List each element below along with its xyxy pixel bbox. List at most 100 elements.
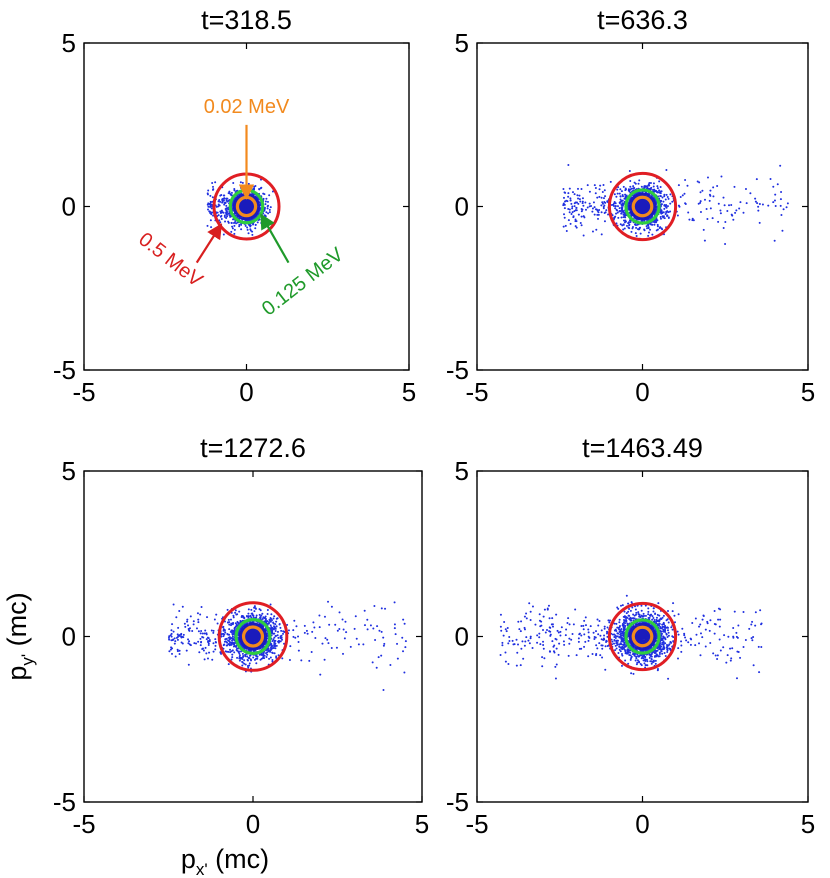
scatter-point (623, 212, 626, 215)
scatter-point (744, 638, 747, 641)
scatter-point (701, 189, 704, 192)
scatter-point (742, 211, 745, 214)
scatter-point (236, 613, 239, 616)
scatter-point (273, 641, 276, 644)
scatter-point (562, 204, 565, 207)
scatter-point (266, 613, 269, 616)
scatter-point (656, 190, 659, 193)
scatter-point (584, 640, 587, 643)
scatter-point (208, 210, 211, 213)
scatter-point (653, 188, 656, 191)
scatter-point (231, 623, 234, 626)
scatter-point (570, 213, 573, 215)
scatter-point (567, 219, 570, 222)
scatter-point (628, 169, 631, 172)
scatter-point (227, 618, 230, 621)
scatter-point (232, 614, 235, 617)
scatter-point (210, 207, 213, 210)
scatter-point (267, 204, 270, 207)
scatter-point (580, 210, 583, 213)
scatter-point (659, 217, 662, 220)
scatter-point (614, 207, 617, 210)
scatter-point (292, 635, 295, 638)
scatter-point (372, 627, 375, 630)
scatter-point (215, 641, 217, 644)
scatter-point (562, 188, 565, 191)
scatter-point (228, 190, 231, 193)
scatter-point (624, 216, 627, 219)
scatter-point (566, 621, 569, 624)
plot-area (499, 594, 763, 680)
x-tick-label: -5 (72, 809, 95, 839)
scatter-point (595, 228, 598, 231)
scatter-point (219, 194, 222, 197)
scatter-point (211, 196, 214, 199)
scatter-point (632, 672, 635, 675)
scatter-point (542, 640, 545, 643)
scatter-point (197, 640, 200, 643)
scatter-point (200, 630, 203, 633)
scatter-point (694, 617, 697, 620)
scatter-point (728, 204, 731, 207)
scatter-point (248, 664, 251, 667)
scatter-point (564, 224, 567, 227)
scatter-point (380, 630, 383, 633)
scatter-point (615, 212, 618, 215)
scatter-point (215, 205, 218, 208)
scatter-point (215, 613, 218, 616)
scatter-point (188, 629, 191, 632)
scatter-point (596, 196, 599, 199)
scatter-point (619, 210, 622, 213)
scatter-point (757, 205, 760, 208)
scatter-point (227, 192, 230, 195)
scatter-point (665, 169, 668, 171)
scatter-point (231, 225, 234, 228)
scatter-point (613, 217, 616, 220)
scatter-point (173, 637, 176, 640)
scatter-point (206, 616, 209, 619)
scatter-point (754, 200, 757, 203)
scatter-point (663, 195, 666, 198)
scatter-point (637, 228, 640, 231)
scatter-point (724, 242, 727, 245)
scatter-point (704, 645, 707, 648)
scatter-point (647, 234, 650, 237)
scatter-point (265, 652, 268, 655)
scatter-point (643, 229, 646, 232)
scatter-point (191, 629, 194, 632)
scatter-point (624, 193, 627, 196)
scatter-point (167, 636, 170, 639)
scatter-point (541, 656, 544, 659)
scatter-point (272, 647, 275, 650)
scatter-point (246, 615, 249, 618)
scatter-point (711, 217, 714, 220)
scatter-point (602, 183, 605, 186)
scatter-point (253, 187, 256, 190)
scatter-point (780, 190, 783, 193)
scatter-point (269, 206, 272, 209)
scatter-point (230, 194, 233, 197)
scatter-point (281, 638, 284, 641)
scatter-point (207, 644, 210, 646)
scatter-point (754, 197, 757, 200)
scatter-point (567, 195, 570, 198)
scatter-point (306, 632, 309, 635)
scatter-point (597, 624, 600, 627)
scatter-point (206, 657, 209, 660)
scatter-point (622, 223, 625, 226)
scatter-point (240, 228, 243, 231)
scatter-point (230, 622, 233, 625)
scatter-point (597, 213, 600, 216)
scatter-point (615, 195, 618, 198)
scatter-point (209, 219, 212, 222)
scatter-point (651, 618, 654, 621)
scatter-point (231, 639, 234, 642)
scatter-point (219, 651, 222, 654)
scatter-point (272, 622, 275, 625)
scatter-point (396, 657, 399, 660)
scatter-point (659, 186, 662, 189)
scatter-point (210, 226, 213, 229)
scatter-point (232, 616, 235, 619)
scatter-point (603, 189, 606, 192)
scatter-point (582, 234, 585, 237)
